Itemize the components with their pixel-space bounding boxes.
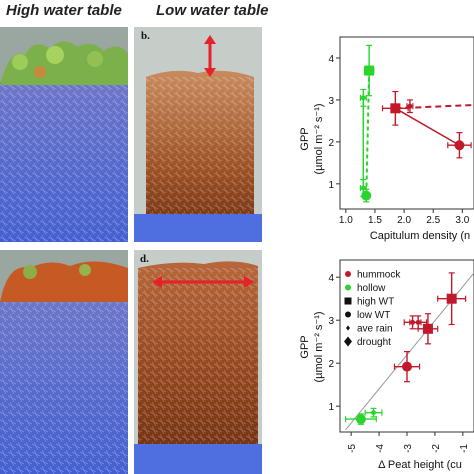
- chart2-ylabel-1: GPP: [299, 335, 311, 358]
- chart1-point-hollow: [360, 95, 366, 101]
- chart2-point-hummock: [402, 361, 412, 372]
- chart2-point-hummock: [422, 323, 433, 334]
- photo-low-wt-hollow: b.: [134, 27, 262, 242]
- chart1-ytick-label: 3: [328, 96, 334, 107]
- chart2-legend-ave-rain-label: ave rain: [357, 324, 393, 335]
- chart2-xtick-label: -1: [459, 444, 470, 453]
- chart-gpp-vs-peat-height: GPP (µmol m⁻² s⁻¹) -5 -4 -3 -2 -1 1 2 3 4 hummoc…: [299, 259, 474, 471]
- chart1-ytick-label: 2: [328, 138, 334, 149]
- chart1-xtick-label: 2.5: [426, 215, 440, 226]
- chart1-point-hollow: [360, 185, 366, 191]
- chart1-xtick-label: 2.0: [397, 215, 411, 226]
- chart1-point-hummock: [454, 140, 465, 151]
- chart2-point-hollow: [371, 410, 376, 416]
- chart2-legend-ave-rain-marker: [346, 325, 350, 331]
- panel-label-b: b.: [141, 30, 150, 42]
- chart2-xtick-label: -4: [375, 444, 386, 453]
- heading-high-water-table: High water table: [6, 2, 122, 19]
- photo-high-wt-hummock: [0, 250, 128, 474]
- chart1-point-hollow: [364, 65, 375, 76]
- chart2-ytick-label: 3: [328, 316, 334, 327]
- chart1-xtick-label: 1.0: [339, 215, 353, 226]
- chart2-ytick-label: 4: [328, 273, 334, 284]
- chart1-point-hummock: [407, 103, 413, 109]
- chart2-legend-hollow-label: hollow: [357, 283, 386, 294]
- chart2-legend-drought-label: drought: [357, 337, 391, 348]
- chart2-xtick-label: -2: [431, 444, 442, 453]
- chart2-ytick-label: 2: [328, 359, 334, 370]
- chart2-point-hummock: [415, 319, 421, 325]
- panel-label-d: d.: [140, 253, 149, 265]
- chart2-legend-hummock-label: hummock: [357, 270, 401, 281]
- photo-low-wt-hummock: d.: [134, 250, 262, 474]
- chart1-xlabel: Capitulum density (n: [370, 230, 470, 242]
- chart1-frame: [339, 36, 474, 210]
- heading-low-water-table: Low water table: [156, 2, 269, 19]
- chart2-legend-hummock-marker: [345, 271, 351, 277]
- chart2-point-hollow: [355, 414, 366, 425]
- chart1-point-hummock: [390, 103, 401, 114]
- chart1-xtick-label: 3.0: [455, 215, 469, 226]
- chart2-legend-hollow-marker: [345, 284, 351, 291]
- chart2-legend-high-WT-marker: [344, 297, 352, 305]
- chart2-legend-drought-marker: [344, 336, 352, 347]
- chart1-ylabel-1: GPP: [299, 127, 311, 150]
- chart2-ytick-label: 1: [328, 402, 334, 413]
- chart2-xtick-label: -5: [347, 444, 358, 453]
- vertical-arrow-icon: [204, 35, 216, 77]
- chart2-legend-low-WT-label: low WT: [357, 310, 390, 321]
- photo-high-wt-hollow: [0, 27, 128, 242]
- horizontal-arrow-icon: [152, 276, 254, 288]
- chart1-hummock-line: [394, 107, 460, 146]
- chart2-point-hummock: [446, 293, 457, 304]
- chart2-ylabel-2: (µmol m⁻² s⁻¹): [313, 311, 325, 382]
- chart2-xtick-label: -3: [403, 444, 414, 453]
- chart1-xtick-label: 1.5: [368, 215, 382, 226]
- chart2-legend-high-WT-label: high WT: [357, 297, 394, 308]
- chart2-legend-low-WT-marker: [345, 311, 351, 318]
- chart1-ytick-label: 4: [328, 54, 334, 65]
- chart2-xlabel: Δ Peat height (cu: [378, 459, 462, 471]
- chart1-ylabel-2: (µmol m⁻² s⁻¹): [313, 103, 325, 174]
- chart-gpp-vs-capitulum: GPP (µmol m⁻² s⁻¹) 1.0 1.5 2.0 2.5 3.0 1 2 3 4 C…: [299, 36, 474, 242]
- chart1-ytick-label: 1: [328, 180, 334, 191]
